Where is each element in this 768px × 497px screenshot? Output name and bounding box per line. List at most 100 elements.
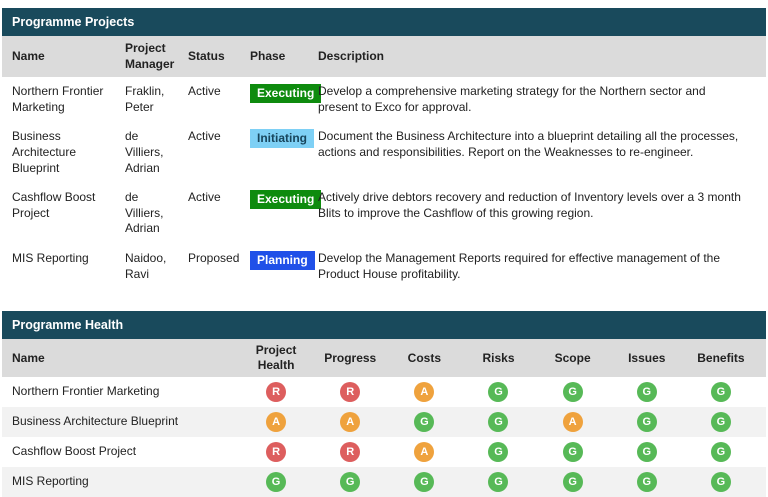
health-indicator: G — [710, 472, 731, 493]
health-project-name: Business Architecture Blueprint — [12, 414, 179, 429]
health-indicator-cell: A — [387, 382, 461, 403]
health-indicator-cell: A — [387, 442, 461, 463]
health-indicator: R — [340, 442, 361, 463]
column-header-costs: Costs — [407, 350, 442, 365]
health-indicator-cell: R — [313, 442, 387, 463]
health-indicator-cell: G — [461, 382, 535, 403]
column-header-issues: Issues — [628, 350, 666, 365]
health-indicator: G — [562, 472, 583, 493]
health-indicator: A — [266, 412, 287, 433]
programme-health-table: Programme Health Name Project Health Progr… — [2, 311, 766, 497]
project-name: Northern Frontier Marketing — [12, 84, 104, 114]
column-header-name: Name — [12, 48, 45, 63]
project-name: MIS Reporting — [12, 250, 89, 265]
health-indicator-cell: G — [610, 382, 684, 403]
project-status: Proposed — [188, 250, 240, 265]
health-indicator-cell: R — [239, 382, 313, 403]
project-phase-cell: Executing — [250, 84, 322, 115]
health-project-name: Cashflow Boost Project — [12, 444, 137, 459]
health-indicator-cell: G — [610, 412, 684, 433]
programme-projects-table: Programme Projects Name Project Manager … — [2, 8, 766, 290]
column-header-benefits: Benefits — [697, 350, 745, 365]
health-indicator: G — [414, 412, 435, 433]
health-indicator-cell: G — [536, 382, 610, 403]
column-header-name: Name — [12, 350, 45, 365]
health-indicator-cell: A — [313, 412, 387, 433]
health-indicator: G — [636, 472, 657, 493]
column-header-description: Description — [318, 48, 385, 63]
project-description: Develop a comprehensive marketing strate… — [318, 84, 706, 114]
health-indicator: G — [636, 382, 657, 403]
health-indicator-cell: G — [461, 412, 535, 433]
project-description: Document the Business Architecture into … — [318, 129, 739, 159]
health-indicator-cell: G — [313, 472, 387, 493]
health-indicator: R — [266, 442, 287, 463]
phase-badge: Planning — [250, 250, 315, 270]
project-phase-cell: Planning — [250, 250, 318, 282]
project-row: Business Architecture Blueprint de Villie… — [2, 122, 766, 184]
phase-badge: Initiating — [250, 129, 314, 149]
project-manager: Fraklin, Peter — [125, 84, 165, 114]
phase-badge: Executing — [250, 190, 322, 210]
health-indicator: G — [636, 442, 657, 463]
health-indicator-cell: G — [684, 412, 758, 433]
project-description: Actively drive debtors recovery and redu… — [318, 190, 741, 220]
column-header-project-manager: Project Manager — [125, 41, 175, 71]
health-indicator-cell: A — [239, 412, 313, 433]
project-row: Northern Frontier Marketing Fraklin, Pete… — [2, 77, 766, 123]
health-row: MIS Reporting G G G G G G G — [2, 467, 766, 497]
programme-health-rows: Northern Frontier Marketing R R A G G G G Busine… — [2, 377, 766, 497]
health-indicator: G — [488, 442, 509, 463]
health-indicator: G — [710, 382, 731, 403]
health-indicator-cell: G — [461, 442, 535, 463]
health-indicator: G — [266, 472, 287, 493]
column-header-status: Status — [188, 48, 225, 63]
column-header-project-health: Project Health — [255, 343, 297, 373]
programme-projects-column-header: Name Project Manager Status Phase Descri… — [2, 36, 766, 78]
health-indicator-cell: G — [610, 472, 684, 493]
health-project-name: Northern Frontier Marketing — [12, 384, 160, 399]
health-indicator: G — [710, 412, 731, 433]
health-row: Business Architecture Blueprint A A G G A G G — [2, 407, 766, 438]
section-gap — [2, 289, 766, 311]
health-indicator-cell: R — [313, 382, 387, 403]
project-status: Active — [188, 84, 221, 99]
health-indicator: G — [488, 472, 509, 493]
health-indicator-cell: G — [536, 472, 610, 493]
programme-projects-title: Programme Projects — [2, 8, 766, 36]
health-indicator-cell: G — [239, 472, 313, 493]
health-indicator-cell: G — [684, 382, 758, 403]
health-indicator-cell: G — [387, 472, 461, 493]
health-indicator-cell: R — [239, 442, 313, 463]
phase-badge: Executing — [250, 84, 322, 104]
health-indicator-cell: G — [684, 442, 758, 463]
project-status: Active — [188, 129, 221, 144]
project-name: Cashflow Boost Project — [12, 190, 96, 220]
health-indicator: A — [340, 412, 361, 433]
project-status: Active — [188, 190, 221, 205]
project-phase-cell: Executing — [250, 190, 322, 237]
health-indicator: G — [562, 442, 583, 463]
health-indicator: G — [636, 412, 657, 433]
programme-health-title: Programme Health — [2, 311, 766, 340]
health-indicator-cell: A — [536, 412, 610, 433]
column-header-scope: Scope — [554, 350, 591, 365]
project-row: Cashflow Boost Project de Villiers, Adria… — [2, 183, 766, 244]
health-indicator-cell: G — [461, 472, 535, 493]
project-name: Business Architecture Blueprint — [12, 129, 77, 175]
programme-projects-rows: Northern Frontier Marketing Fraklin, Pete… — [2, 77, 766, 290]
health-indicator: R — [266, 382, 287, 403]
project-manager: Naidoo, Ravi — [125, 250, 167, 281]
health-indicator-cell: G — [387, 412, 461, 433]
health-indicator: G — [488, 412, 509, 433]
health-indicator-cell: G — [684, 472, 758, 493]
health-indicator: R — [340, 382, 361, 403]
programme-health-column-header: Name Project Health Progress Costs Risks Scop… — [2, 339, 766, 378]
health-row: Cashflow Boost Project R R A G G G G — [2, 437, 766, 468]
health-indicator: A — [414, 442, 435, 463]
health-row: Northern Frontier Marketing R R A G G G G — [2, 377, 766, 408]
project-manager: de Villiers, Adrian — [125, 190, 164, 236]
health-indicator: A — [414, 382, 435, 403]
health-indicator: G — [710, 442, 731, 463]
